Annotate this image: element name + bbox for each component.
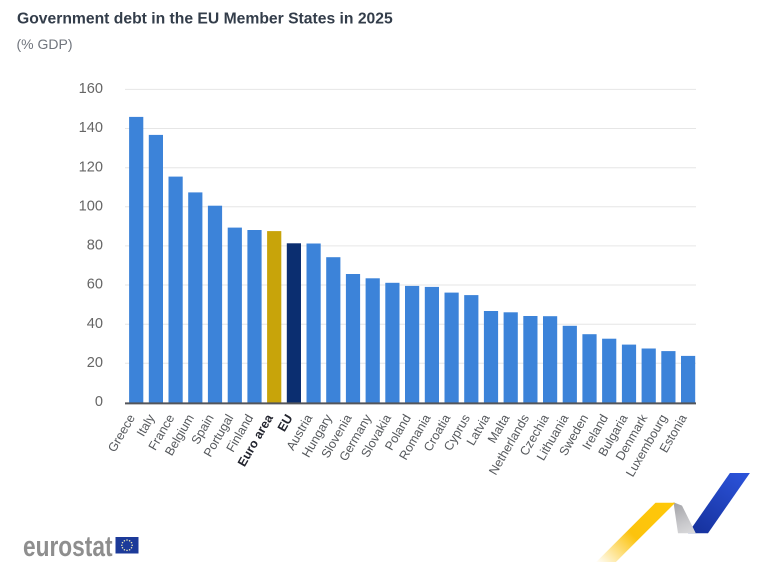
- svg-text:0: 0: [95, 394, 103, 410]
- svg-text:100: 100: [79, 198, 103, 214]
- svg-text:60: 60: [87, 277, 103, 293]
- svg-text:160: 160: [79, 81, 103, 97]
- svg-text:120: 120: [79, 159, 103, 175]
- svg-text:(% GDP): (% GDP): [17, 36, 73, 52]
- svg-text:eurostat: eurostat: [23, 531, 113, 563]
- svg-text:Government debt in the EU Memb: Government debt in the EU Member States …: [17, 11, 393, 28]
- svg-text:20: 20: [87, 355, 103, 371]
- svg-text:140: 140: [79, 120, 103, 136]
- svg-text:40: 40: [87, 316, 103, 332]
- svg-text:80: 80: [87, 238, 103, 254]
